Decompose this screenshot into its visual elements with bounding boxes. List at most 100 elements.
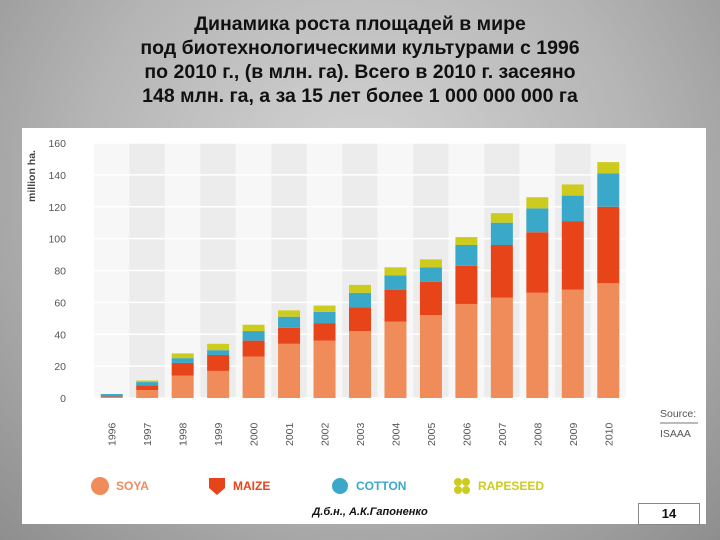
y-tick-label: 100 (48, 234, 66, 246)
bar-segment-soya (597, 283, 620, 398)
bar-segment-cotton (419, 267, 442, 282)
bar-segment-soya (136, 390, 159, 398)
cotton-icon (332, 478, 348, 494)
bar-segment-soya (207, 370, 230, 398)
bar-segment-cotton (242, 331, 265, 341)
y-tick-label: 40 (54, 329, 66, 341)
bar-segment-soya (242, 356, 265, 398)
bar-segment-cotton (526, 208, 549, 233)
y-axis-label: million ha. (26, 150, 38, 202)
bar-segment-soya (349, 331, 371, 398)
x-tick-label: 2010 (603, 422, 615, 446)
title-line: под биотехнологическими культурами с 199… (140, 37, 580, 59)
bar-segment-rapeseed (313, 305, 336, 312)
legend-layer: SOYA MAIZE COTTON RAPESEED (91, 477, 544, 495)
slide-title: Динамика роста площадей в мире под биоте… (40, 12, 680, 108)
x-tick-label: 2007 (497, 422, 509, 446)
bar-segment-rapeseed (561, 184, 584, 196)
bar-segment-maize (349, 307, 371, 332)
bar-segment-cotton (278, 316, 301, 328)
bar-segment-maize (561, 221, 584, 290)
bar-segment-cotton (490, 222, 513, 245)
x-tick-label: 1996 (107, 422, 119, 446)
bar-segment-soya (171, 375, 194, 398)
y-tick-label: 140 (48, 170, 66, 182)
stacked-bar-chart: 0 20 40 60 80 100 120 140 160 1996 1997 1998 1999 200… (26, 138, 698, 495)
bar-segment-cotton (384, 275, 407, 290)
bar-segment-rapeseed (171, 353, 194, 359)
y-tick-label: 60 (54, 297, 66, 309)
author-caption: Д.б.н., А.К.Гапоненко (312, 506, 428, 518)
y-tick-label: 0 (60, 393, 66, 405)
x-tick-label: 2004 (390, 422, 402, 446)
bar-segment-cotton (100, 394, 123, 397)
bar-segment-rapeseed (419, 259, 442, 268)
bar-segment-rapeseed (597, 162, 620, 174)
bars-layer (100, 162, 620, 398)
bar-segment-rapeseed (490, 213, 513, 223)
bar-segment-maize (597, 206, 620, 284)
bar-segment-soya (100, 397, 123, 398)
x-tick-label: 1999 (213, 422, 225, 446)
bar-segment-cotton (561, 195, 584, 222)
title-line: 148 млн. га, а за 15 лет более 1 000 000… (142, 85, 578, 107)
bar-segment-soya (313, 340, 336, 398)
bar-segment-maize (207, 354, 230, 371)
bar-segment-maize (100, 396, 123, 398)
bar-segment-maize (278, 327, 301, 344)
x-tick-label: 1998 (178, 422, 190, 446)
bar-segment-rapeseed (349, 284, 371, 293)
y-tick-label: 120 (48, 202, 66, 214)
bar-segment-soya (561, 289, 584, 398)
bar-segment-maize (136, 385, 159, 391)
legend-item-maize: MAIZE (209, 478, 270, 495)
bar-segment-rapeseed (242, 324, 265, 332)
x-tick-label: 2005 (426, 422, 438, 446)
x-tick-label: 2006 (461, 422, 473, 446)
bar-segment-cotton (455, 245, 478, 266)
bar-segment-soya (419, 315, 442, 398)
chart-panel: 0 20 40 60 80 100 120 140 160 1996 1997 1998 1999 200… (22, 128, 706, 524)
bar-segment-rapeseed (384, 267, 407, 276)
bar-segment-soya (384, 321, 407, 398)
bar-segment-maize (490, 245, 513, 298)
bar-segment-cotton (171, 358, 194, 363)
title-line: Динамика роста площадей в мире (194, 13, 526, 35)
x-tick-label: 2001 (284, 422, 296, 446)
bar-segment-cotton (597, 173, 620, 207)
bar-segment-rapeseed (455, 237, 478, 245)
x-tick-label: 2003 (355, 422, 367, 446)
y-tick-label: 20 (54, 361, 66, 373)
bar-segment-maize (171, 362, 194, 376)
bar-segment-soya (455, 303, 478, 398)
title-line: по 2010 г., (в млн. га). Всего в 2010 г.… (144, 61, 576, 83)
soya-icon (91, 477, 109, 495)
bar-segment-soya (490, 297, 513, 398)
legend-label: MAIZE (233, 479, 270, 493)
bar-segment-maize (455, 265, 478, 304)
x-tick-label: 2000 (249, 422, 261, 446)
source-label: Source: (660, 408, 696, 420)
bar-segment-soya (526, 292, 549, 398)
page-number: 14 (638, 503, 700, 525)
y-tick-label: 160 (48, 138, 66, 150)
legend-label: RAPESEED (478, 479, 544, 493)
bar-segment-maize (313, 323, 336, 341)
bar-segment-rapeseed (526, 197, 549, 209)
rapeseed-icon (454, 478, 470, 494)
y-tick-label: 80 (54, 266, 66, 278)
bar-segment-rapeseed (278, 310, 301, 317)
x-tick-label: 2009 (568, 422, 580, 446)
bar-segment-cotton (207, 350, 230, 355)
legend-item-cotton: COTTON (332, 478, 406, 494)
bar-segment-rapeseed (207, 343, 230, 351)
bar-segment-cotton (313, 311, 336, 324)
source-value: ISAAA (660, 428, 691, 440)
x-tick-label: 2002 (320, 422, 332, 446)
bar-segment-maize (526, 232, 549, 293)
maize-icon (209, 478, 225, 495)
bar-segment-cotton (349, 292, 371, 308)
legend-label: SOYA (116, 479, 149, 493)
legend-item-soya: SOYA (91, 477, 149, 495)
bar-segment-maize (419, 281, 442, 316)
